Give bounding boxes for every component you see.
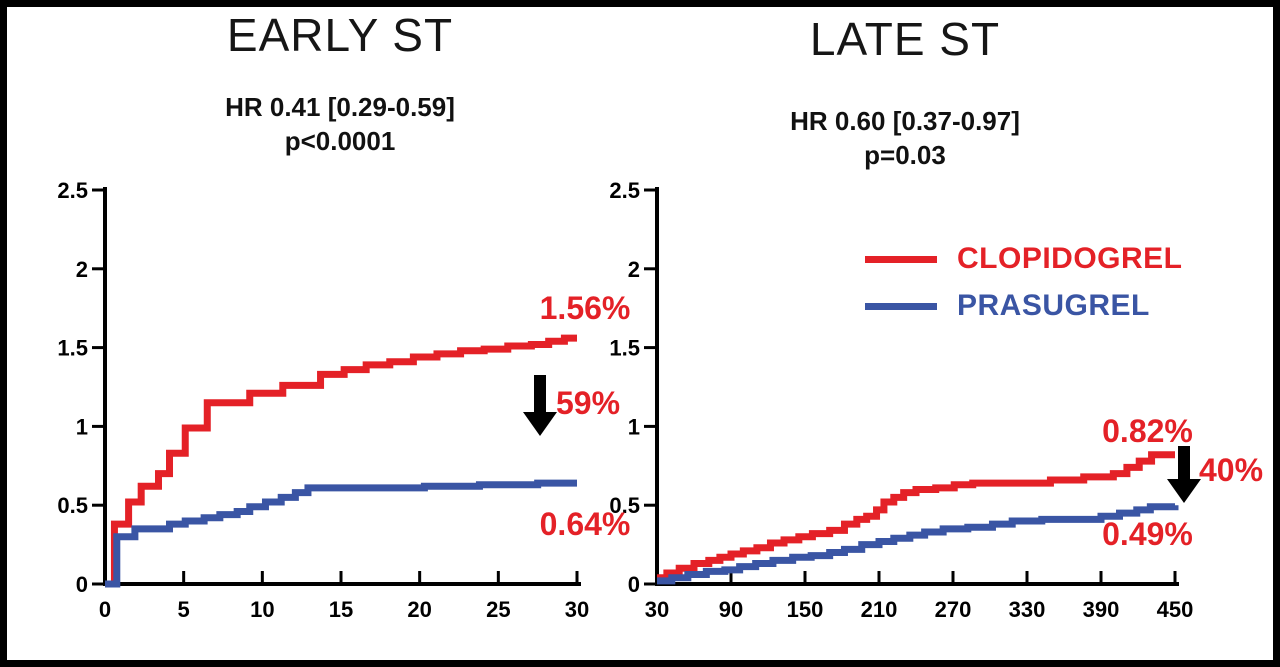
x-tick-label: 15 [329, 597, 353, 622]
x-tick-label: 5 [178, 597, 190, 622]
late-relative-reduction-label: 40% [1199, 452, 1264, 488]
panel-late-st-plot: 30 90 150 210 270 330 390 450 0 0.5 1 1.5 2 2.5 [609, 178, 1193, 622]
arrow-shaft [1178, 446, 1190, 479]
x-tick-label: 390 [1083, 597, 1120, 622]
y-tick-label: 1.5 [57, 336, 88, 361]
legend-label-prasugrel: PRASUGREL [957, 289, 1150, 322]
early-clopidogrel-endpoint-label: 1.56% [539, 290, 631, 326]
x-tick-label: 330 [1009, 597, 1046, 622]
late-prasugrel-endpoint-label: 0.49% [1102, 516, 1193, 552]
early-st-hazard-ratio: HR 0.41 [0.29-0.59] [225, 92, 455, 122]
late-decrease-arrow-icon [1167, 446, 1201, 503]
y-tick-label: 0 [628, 572, 640, 597]
x-tick-label: 210 [861, 597, 898, 622]
x-tick-label: 270 [935, 597, 972, 622]
clopidogrel-curve [657, 451, 1175, 582]
y-tick-label: 2.5 [57, 178, 88, 203]
legend-item-prasugrel: PRASUGREL [865, 289, 1183, 323]
y-tick-label: 2.5 [609, 178, 640, 203]
late-clopidogrel-endpoint-label: 0.82% [1102, 413, 1193, 449]
x-tick-label: 10 [250, 597, 274, 622]
y-tick-label: 0.5 [609, 493, 640, 518]
y-tick-label: 2 [628, 257, 640, 282]
late-st-title: LATE ST [809, 13, 1001, 65]
legend: CLOPIDOGREL PRASUGREL [865, 242, 1183, 336]
legend-label-clopidogrel: CLOPIDOGREL [957, 242, 1183, 275]
early-relative-reduction-label: 59% [556, 385, 621, 421]
x-tick-label: 25 [486, 597, 510, 622]
y-tick-label: 1 [628, 414, 640, 439]
x-tick-label: 30 [565, 597, 589, 622]
prasugrel-curve [657, 503, 1179, 585]
prasugrel-line-swatch-icon [865, 302, 937, 310]
early-st-p-value: p<0.0001 [284, 126, 396, 156]
y-tick-label: 1.5 [609, 336, 640, 361]
panel-early-st-plot: 0 5 10 15 20 25 30 0 0.5 1 1.5 2 2.5 [57, 178, 589, 622]
early-prasugrel-endpoint-label: 0.64% [539, 506, 631, 542]
x-tick-label: 450 [1157, 597, 1194, 622]
clopidogrel-line-swatch-icon [865, 255, 937, 263]
x-tick-label: 150 [787, 597, 824, 622]
y-tick-label: 1 [76, 414, 88, 439]
arrow-shaft [534, 375, 546, 412]
y-tick-label: 2 [76, 257, 88, 282]
prasugrel-curve [105, 479, 577, 588]
x-tick-label: 90 [719, 597, 743, 622]
early-decrease-arrow-icon [523, 375, 557, 436]
early-st-title: EARLY ST [226, 9, 454, 61]
arrow-head [1167, 479, 1201, 503]
clopidogrel-curve [105, 334, 577, 588]
arrow-head [523, 412, 557, 436]
legend-item-clopidogrel: CLOPIDOGREL [865, 242, 1183, 276]
late-st-p-value: p=0.03 [864, 140, 946, 170]
x-tick-label: 20 [407, 597, 431, 622]
y-tick-label: 0.5 [57, 493, 88, 518]
late-st-hazard-ratio: HR 0.60 [0.37-0.97] [790, 106, 1020, 136]
y-tick-label: 0 [76, 572, 88, 597]
x-tick-label: 0 [99, 597, 111, 622]
x-tick-label: 30 [645, 597, 669, 622]
